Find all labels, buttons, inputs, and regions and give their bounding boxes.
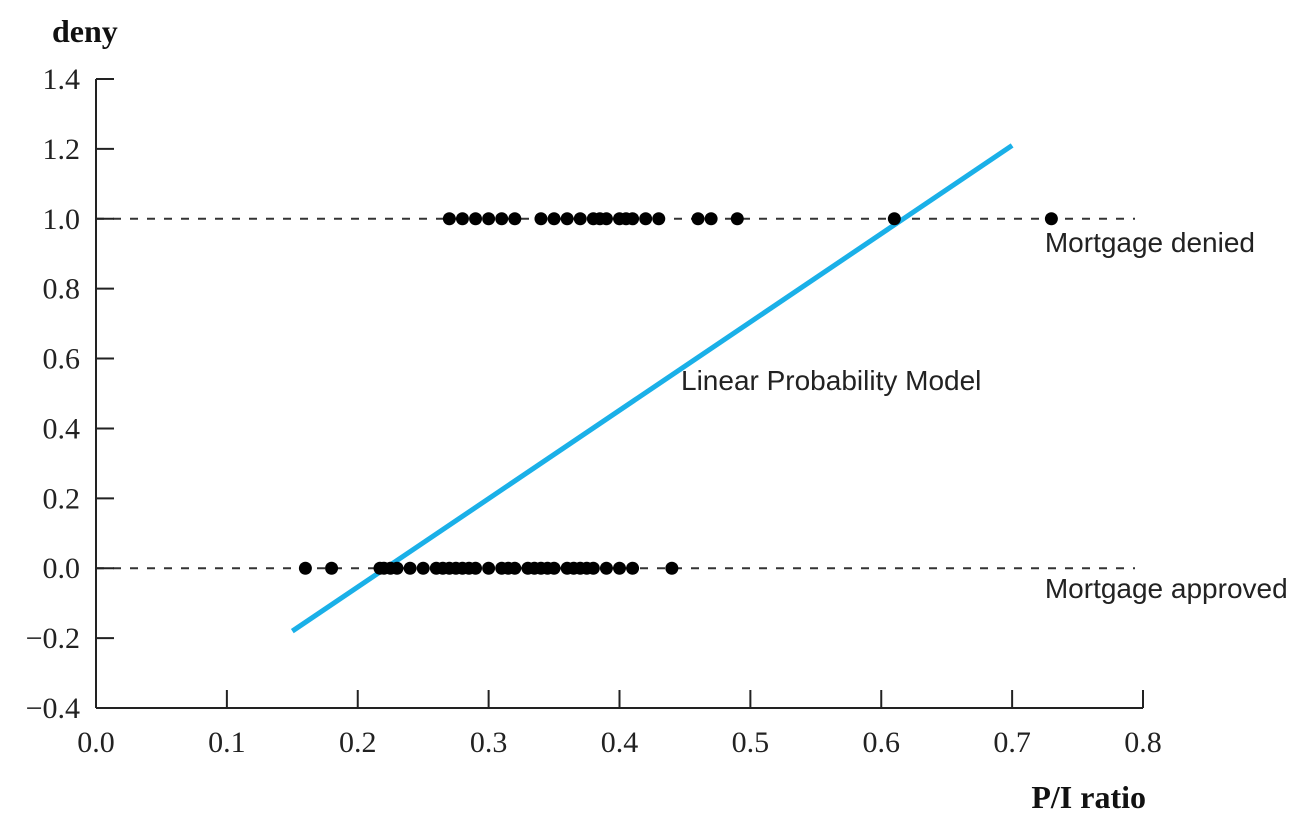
data-point	[508, 561, 522, 575]
data-point	[704, 212, 718, 226]
x-tick-label: 0.1	[208, 726, 246, 759]
data-point	[508, 212, 522, 226]
x-tick-label: 0.8	[1124, 726, 1162, 759]
data-point	[691, 212, 705, 226]
x-axis-title: P/I ratio	[1031, 779, 1146, 815]
data-point	[626, 212, 640, 226]
y-tick-label: 0.4	[43, 412, 81, 445]
x-tick-label: 0.5	[732, 726, 770, 759]
y-tick-labels: −0.4 −0.2 0.0 0.2 0.4 0.6 0.8 1.0 1.2 1.4	[26, 63, 80, 725]
data-point	[560, 212, 574, 226]
data-point	[325, 561, 339, 575]
annotation-label: Mortgage denied	[1045, 227, 1255, 258]
y-tick-label: 0.8	[43, 273, 81, 306]
data-point	[573, 212, 587, 226]
fit-line	[290, 143, 1014, 634]
data-point	[534, 212, 548, 226]
y-tick-label: 1.2	[43, 133, 81, 166]
tick-marks	[95, 78, 1144, 709]
y-tick-label: 1.0	[43, 203, 81, 236]
y-tick-label: −0.2	[26, 622, 80, 655]
data-point	[495, 212, 509, 226]
x-tick-label: 0.2	[339, 726, 377, 759]
annotation-label: Mortgage approved	[1045, 573, 1288, 604]
data-point	[469, 561, 483, 575]
data-point	[547, 561, 561, 575]
data-point	[730, 212, 744, 226]
annotations: Mortgage denied Linear Probability Model M…	[681, 227, 1288, 604]
axes	[95, 79, 1143, 709]
x-tick-label: 0.0	[77, 726, 115, 759]
data-points	[298, 212, 1058, 575]
data-point	[887, 212, 901, 226]
annotation-label: Linear Probability Model	[681, 365, 981, 396]
data-point	[613, 561, 626, 575]
data-point	[639, 212, 653, 226]
fit-line-layer	[290, 143, 1014, 634]
y-tick-label: 0.6	[43, 343, 81, 376]
data-point	[442, 212, 456, 226]
data-point	[469, 212, 483, 226]
data-point	[1044, 212, 1058, 226]
data-point	[547, 212, 561, 226]
data-point	[403, 561, 417, 575]
data-point	[298, 561, 312, 575]
y-tick-label: 0.2	[43, 482, 81, 515]
data-point	[416, 561, 430, 575]
x-tick-label: 0.4	[601, 726, 639, 759]
data-point	[586, 561, 600, 575]
x-tick-labels: 0.0 0.1 0.2 0.3 0.4 0.5 0.6 0.7 0.8	[77, 726, 1162, 759]
data-point	[652, 212, 666, 226]
data-point	[599, 212, 613, 226]
data-point	[482, 561, 496, 575]
y-tick-label: 1.4	[43, 63, 81, 96]
y-axis-title: deny	[52, 13, 118, 49]
data-point	[626, 561, 640, 575]
reference-lines	[96, 217, 1135, 570]
x-tick-label: 0.3	[470, 726, 508, 759]
x-tick-label: 0.7	[993, 726, 1031, 759]
y-tick-label: 0.0	[43, 552, 81, 585]
data-point	[390, 561, 404, 575]
data-point	[455, 212, 469, 226]
data-point	[599, 561, 613, 575]
x-tick-label: 0.6	[863, 726, 901, 759]
y-tick-label: −0.4	[26, 692, 80, 725]
data-point	[482, 212, 496, 226]
data-point	[665, 561, 679, 575]
